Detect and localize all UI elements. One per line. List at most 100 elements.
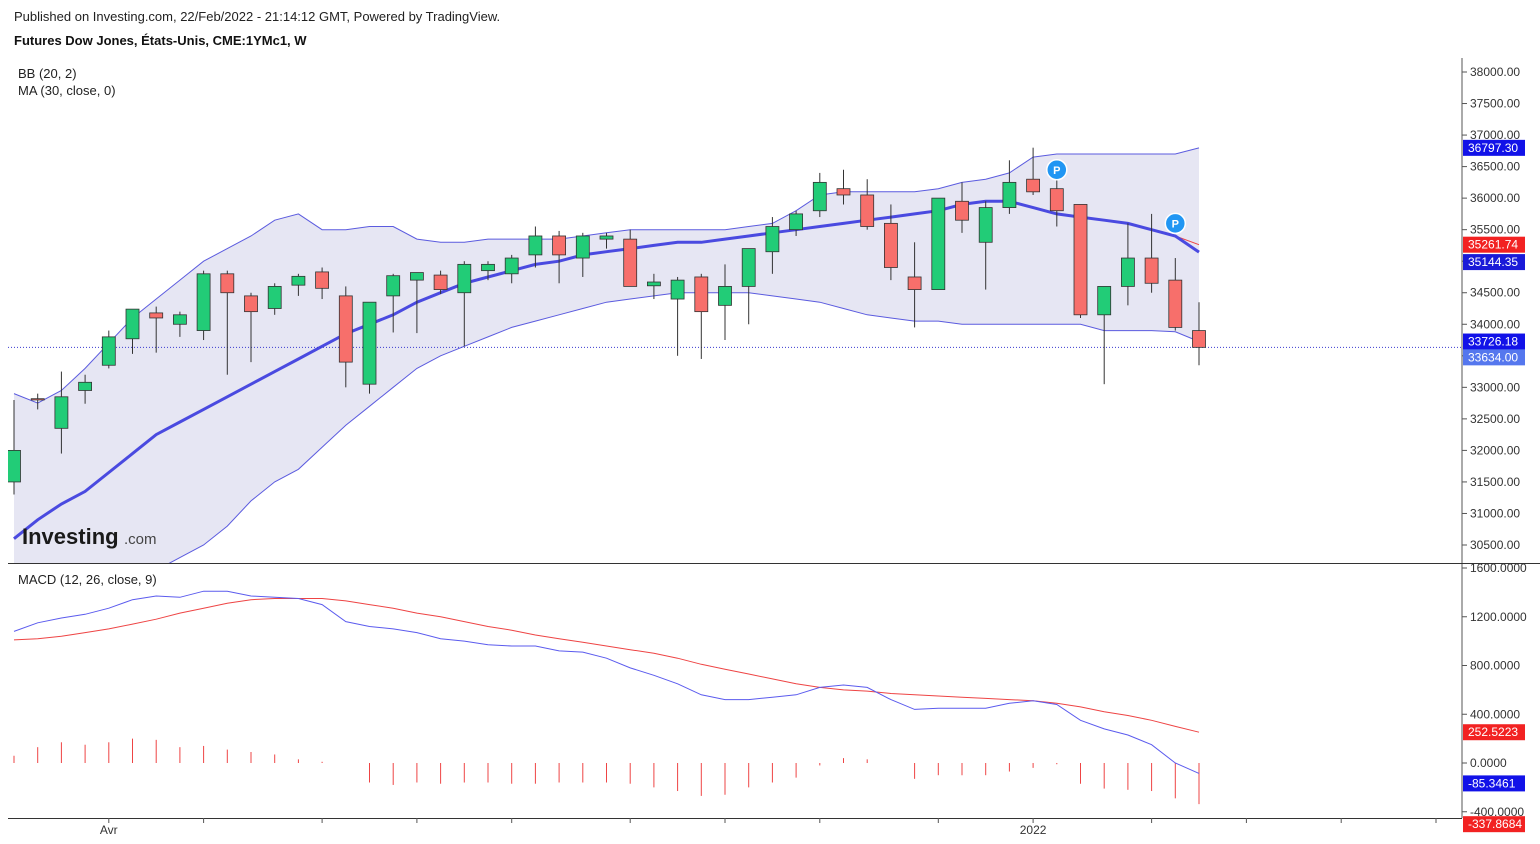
candle-down [1192,330,1206,348]
macd-tick-label: 800.0000 [1470,659,1520,673]
macd-axis: 1600.0000 1200.0000 800.0000 400.0000 0.0000… [1462,561,1527,819]
bb-basis-badge-bg [1463,236,1525,253]
candle-up [409,272,424,281]
candle-up [978,207,993,243]
ma-legend: MA (30, close, 0) [18,83,116,98]
candle-down [955,200,969,221]
candle-up [599,235,614,240]
candle-up [8,449,21,483]
price-badges: 36797.30 35261.74 35144.35 33726.1833634.00… [1463,139,1525,833]
time-tick-label: 2022 [1020,823,1047,837]
candle-down [220,273,235,294]
candle-up [528,235,543,256]
price-tick-label: 34500.00 [1470,286,1520,300]
price-tick-label: 31000.00 [1470,506,1520,520]
signal-badge-bg [1463,724,1525,741]
candle-down [338,295,353,363]
candle-down [907,276,922,290]
candle-down [30,398,45,401]
candle-up [1002,181,1017,208]
price-tick-label: 34000.00 [1470,317,1520,331]
bollinger-upper-line [13,147,1200,404]
price-tick-label: 33000.00 [1470,380,1520,394]
bollinger-lower-line [168,292,1200,563]
candle-down [1049,188,1064,212]
last-price-badge-bg [1463,349,1525,366]
price-tick-label: 36000.00 [1470,191,1520,205]
candle-down [315,271,330,289]
candle-up [291,275,306,286]
split-marker-label: P [1053,165,1060,177]
candle-up [718,286,732,306]
candle-down [836,188,851,196]
candle-down [694,276,709,313]
ma-badge-bg [1463,254,1525,271]
price-tick-label: 32500.00 [1470,412,1520,426]
macd-legend: MACD (12, 26, close, 9) [18,572,157,587]
candle-down [244,295,258,313]
candle-up [741,248,756,287]
candle-up [362,301,377,385]
candle-up [789,213,803,231]
split-marker-label: P [1172,218,1179,230]
candle-down [860,194,875,227]
bollinger-band-fill [14,147,1199,563]
signal-badge: 252.5223 [1468,725,1518,739]
candle-down [552,235,566,256]
macd-line [13,590,1200,774]
candle-down [1026,178,1040,193]
split-marker [1164,212,1187,235]
histogram-badge: -337.8684 [1468,817,1522,831]
price-tick-label: 32000.00 [1470,443,1520,457]
svg-text:.com: .com [124,531,157,548]
candle-up [670,279,685,300]
svg-text:Investing: Investing [22,524,119,549]
time-tick-label: Avr [100,823,118,837]
macd-badge: -85.3461 [1468,776,1516,790]
price-axis: 38000.00 37500.00 37000.00 36500.00 36000.00… [1462,65,1520,552]
candle-up [1097,286,1112,316]
macd-badge-bg [1463,775,1525,792]
time-axis: Avr 2022 [100,818,1437,837]
candle-down [884,222,898,268]
split-marker [1046,159,1068,181]
candle-up [54,396,69,429]
macd-signal-line [13,598,1200,733]
candle-up [765,226,780,253]
bb-lower-badge: 33726.18 [1468,335,1518,349]
candle-up [196,273,211,331]
bb-lower-badge-bg [1463,333,1525,350]
candle-up [267,286,282,309]
moving-average-line [13,199,1200,540]
macd-tick-label: 0.0000 [1470,756,1507,770]
histogram-badge-bg [1463,816,1525,833]
candle-up [386,275,401,297]
candle-up [78,381,92,391]
macd-tick-label: -400.0000 [1470,805,1524,819]
price-tick-label: 30500.00 [1470,538,1520,552]
macd-tick-label: 1600.0000 [1470,561,1527,575]
candle-up [647,281,661,287]
candle-down [1144,257,1159,284]
macd-tick-label: 1200.0000 [1470,610,1527,624]
bb-legend: BB (20, 2) [18,66,77,81]
macd-pane [13,590,1200,805]
bb-basis-badge: 35261.74 [1468,238,1518,252]
macd-tick-label: 400.0000 [1470,707,1520,721]
investing-logo: Investing .com [22,524,157,549]
published-caption: Published on Investing.com, 22/Feb/2022 … [14,9,501,24]
price-tick-label: 36500.00 [1470,160,1520,174]
symbol-title: Futures Dow Jones, États-Unis, CME:1YMc1… [14,33,307,48]
last-price-badge: 33634.00 [1468,350,1518,364]
ma-badge: 35144.35 [1468,255,1518,269]
candle-up [457,263,472,294]
price-tick-label: 38000.00 [1470,65,1520,79]
candle-down [1073,204,1088,316]
candle-up [504,257,519,275]
candle-up [125,308,140,340]
candle-up [481,263,495,272]
price-tick-label: 35500.00 [1470,223,1520,237]
price-tick-label: 37000.00 [1470,128,1520,142]
bb-upper-badge: 36797.30 [1468,141,1518,155]
